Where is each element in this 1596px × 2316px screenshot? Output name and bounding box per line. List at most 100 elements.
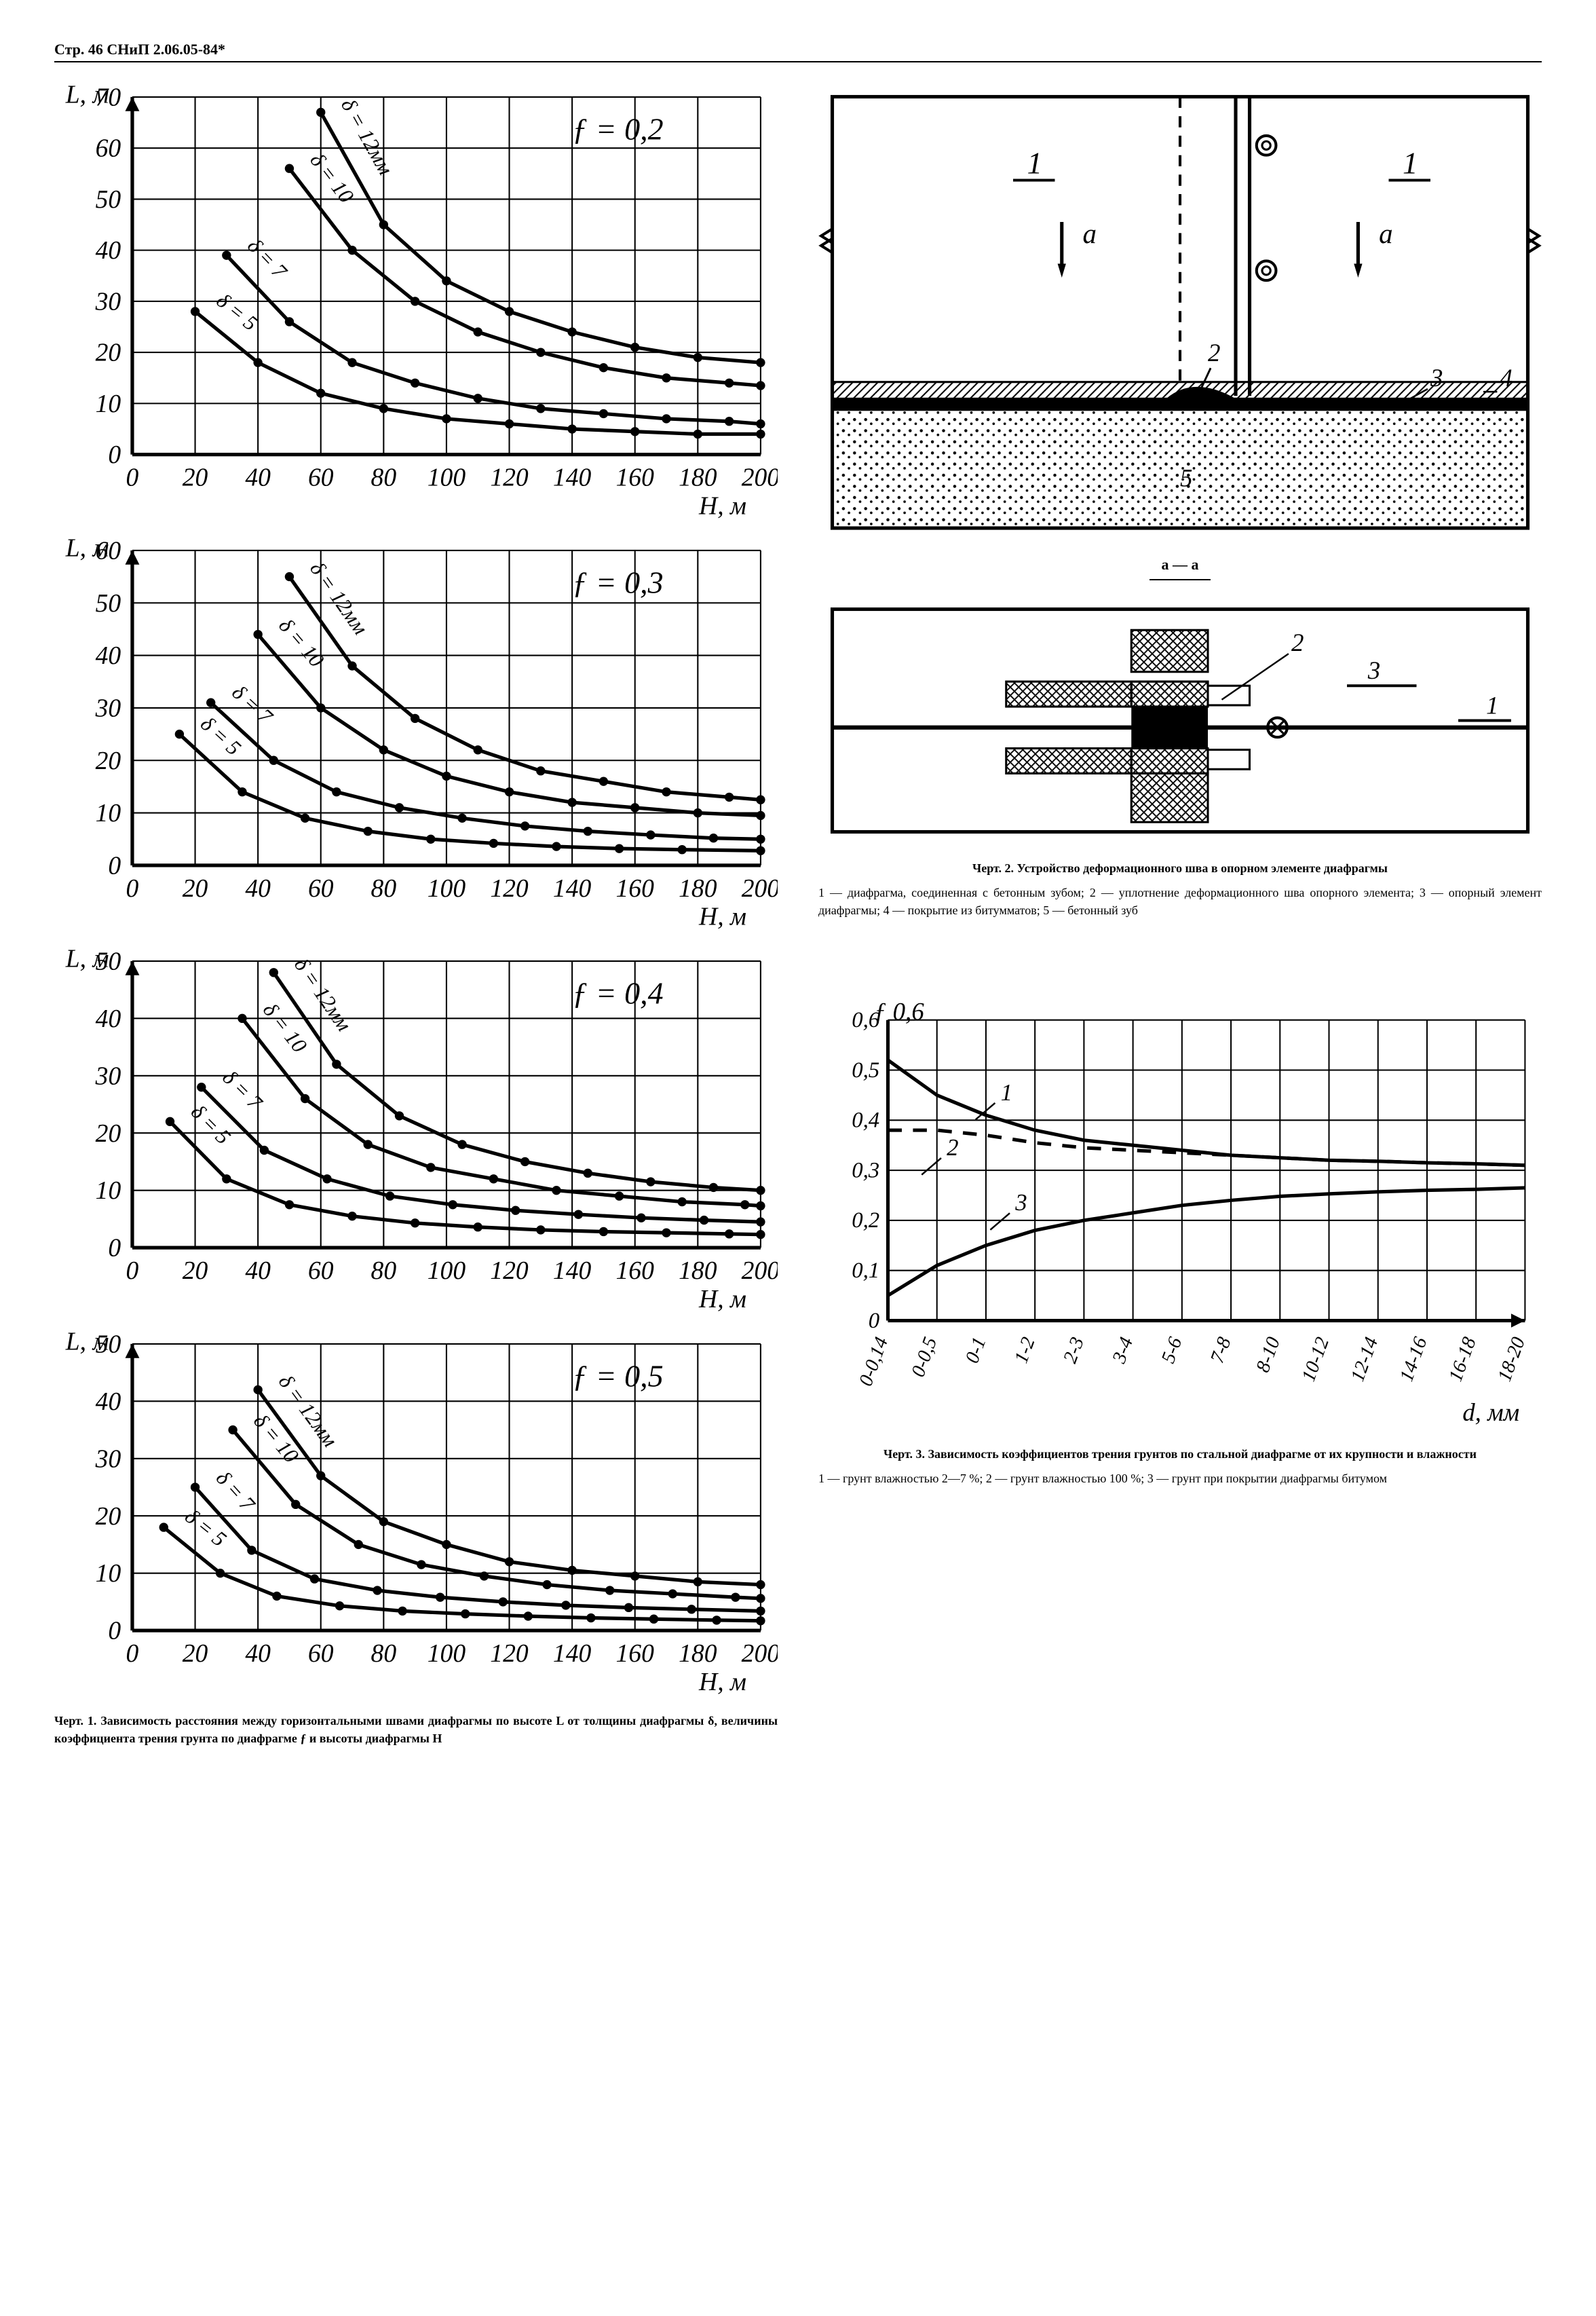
svg-text:ƒ = 0,2: ƒ = 0,2 [572, 112, 663, 147]
svg-text:5: 5 [1180, 464, 1192, 492]
svg-text:140: 140 [553, 1256, 592, 1285]
svg-text:1: 1 [1001, 1079, 1012, 1106]
svg-text:ƒ 0,6: ƒ 0,6 [874, 1001, 924, 1026]
svg-text:0: 0 [126, 1256, 139, 1285]
svg-text:120: 120 [490, 1256, 529, 1285]
chart2-caption: Черт. 2. Устройство деформационного шва … [818, 859, 1542, 919]
svg-text:180: 180 [679, 1639, 717, 1668]
svg-text:20: 20 [96, 747, 121, 775]
svg-text:140: 140 [553, 1639, 592, 1668]
svg-text:0,5: 0,5 [852, 1058, 879, 1083]
svg-text:120: 120 [490, 874, 529, 903]
svg-text:H, м: H, м [698, 1285, 746, 1313]
svg-text:16-18: 16-18 [1445, 1334, 1481, 1384]
svg-text:60: 60 [308, 1639, 334, 1668]
svg-text:8-10: 8-10 [1252, 1334, 1285, 1375]
svg-text:0: 0 [108, 851, 121, 880]
svg-text:0,2: 0,2 [852, 1208, 879, 1233]
svg-text:50: 50 [96, 589, 121, 618]
svg-text:0: 0 [126, 874, 139, 903]
svg-text:20: 20 [183, 464, 208, 492]
chart1-panel-3: 01020304050020406080100120140160180200δ … [54, 1330, 778, 1698]
svg-text:12-14: 12-14 [1346, 1334, 1382, 1384]
svg-text:4: 4 [1500, 364, 1513, 392]
svg-text:ƒ = 0,3: ƒ = 0,3 [572, 565, 663, 600]
svg-text:60: 60 [96, 134, 121, 163]
svg-text:18-20: 18-20 [1494, 1334, 1530, 1384]
svg-text:a: a [1083, 218, 1097, 249]
svg-text:H, м: H, м [698, 1668, 746, 1696]
svg-text:δ = 12мм: δ = 12мм [305, 557, 373, 639]
svg-text:160: 160 [616, 464, 655, 492]
svg-text:H, м: H, м [698, 903, 746, 931]
svg-text:δ = 7: δ = 7 [212, 1465, 261, 1516]
svg-text:180: 180 [679, 874, 717, 903]
svg-text:10: 10 [96, 390, 121, 418]
svg-text:40: 40 [96, 1005, 121, 1033]
svg-text:0: 0 [108, 1616, 121, 1645]
svg-text:100: 100 [428, 1639, 466, 1668]
svg-text:160: 160 [616, 1639, 655, 1668]
svg-text:160: 160 [616, 874, 655, 903]
svg-text:30: 30 [95, 694, 121, 722]
svg-text:100: 100 [428, 464, 466, 492]
svg-text:δ = 7: δ = 7 [218, 1066, 267, 1115]
chart1-panel-0: 0102030405060700204060801001201401601802… [54, 83, 778, 523]
svg-text:0: 0 [126, 1639, 139, 1668]
svg-text:1: 1 [1486, 691, 1498, 719]
svg-text:ƒ = 0,5: ƒ = 0,5 [572, 1358, 663, 1393]
svg-text:3: 3 [1430, 364, 1443, 392]
svg-text:1: 1 [1403, 146, 1418, 180]
svg-text:2: 2 [1291, 629, 1304, 656]
svg-text:20: 20 [96, 339, 121, 367]
chart2-elevation: 1 1 a a 2 3 4 5 [818, 83, 1542, 542]
svg-text:0-0,14: 0-0,14 [855, 1334, 892, 1389]
svg-text:δ = 5: δ = 5 [180, 1503, 231, 1550]
svg-text:80: 80 [371, 874, 397, 903]
svg-text:10: 10 [96, 1176, 121, 1205]
svg-text:δ = 7: δ = 7 [243, 234, 292, 284]
svg-text:ƒ = 0,4: ƒ = 0,4 [572, 976, 663, 1011]
section-label: a — a [818, 556, 1542, 574]
svg-text:80: 80 [371, 1256, 397, 1285]
svg-text:140: 140 [553, 464, 592, 492]
svg-text:0: 0 [126, 464, 139, 492]
svg-text:20: 20 [96, 1501, 121, 1530]
svg-text:3: 3 [1367, 656, 1380, 684]
svg-text:5-6: 5-6 [1157, 1334, 1186, 1366]
svg-text:50: 50 [96, 185, 121, 214]
svg-text:0,4: 0,4 [852, 1108, 879, 1132]
svg-text:120: 120 [490, 1639, 529, 1668]
svg-text:200: 200 [742, 464, 778, 492]
svg-text:δ = 12мм: δ = 12мм [337, 94, 398, 179]
svg-text:d, мм: d, мм [1462, 1398, 1519, 1426]
svg-text:140: 140 [553, 874, 592, 903]
svg-text:180: 180 [679, 1256, 717, 1285]
svg-text:30: 30 [95, 1062, 121, 1091]
svg-text:200: 200 [742, 1256, 778, 1285]
svg-text:0,3: 0,3 [852, 1158, 879, 1182]
svg-text:10-12: 10-12 [1297, 1334, 1333, 1384]
chart1-panel-1: 0102030405060020406080100120140160180200… [54, 536, 778, 933]
svg-text:0: 0 [108, 441, 121, 469]
chart3-caption: Черт. 3. Зависимость коэффициентов трени… [818, 1445, 1542, 1487]
chart3: 00,10,20,30,40,50,6ƒ 0,60-0,140-0,50-11-… [818, 1001, 1542, 1432]
svg-text:30: 30 [95, 1444, 121, 1473]
svg-text:40: 40 [96, 236, 121, 265]
svg-text:40: 40 [245, 464, 271, 492]
svg-text:14-16: 14-16 [1396, 1334, 1432, 1384]
svg-text:80: 80 [371, 464, 397, 492]
svg-text:a: a [1379, 218, 1392, 249]
svg-text:180: 180 [679, 464, 717, 492]
svg-text:20: 20 [183, 1256, 208, 1285]
chart1-panel-2: 01020304050020406080100120140160180200δ … [54, 947, 778, 1315]
svg-text:L, м: L, м [65, 1330, 109, 1356]
svg-text:δ = 7: δ = 7 [227, 680, 278, 729]
svg-text:3-4: 3-4 [1108, 1334, 1137, 1366]
svg-text:100: 100 [428, 1256, 466, 1285]
svg-text:3: 3 [1014, 1189, 1027, 1216]
svg-text:60: 60 [308, 464, 334, 492]
svg-text:60: 60 [308, 874, 334, 903]
svg-text:40: 40 [245, 1256, 271, 1285]
svg-text:0: 0 [869, 1309, 879, 1333]
